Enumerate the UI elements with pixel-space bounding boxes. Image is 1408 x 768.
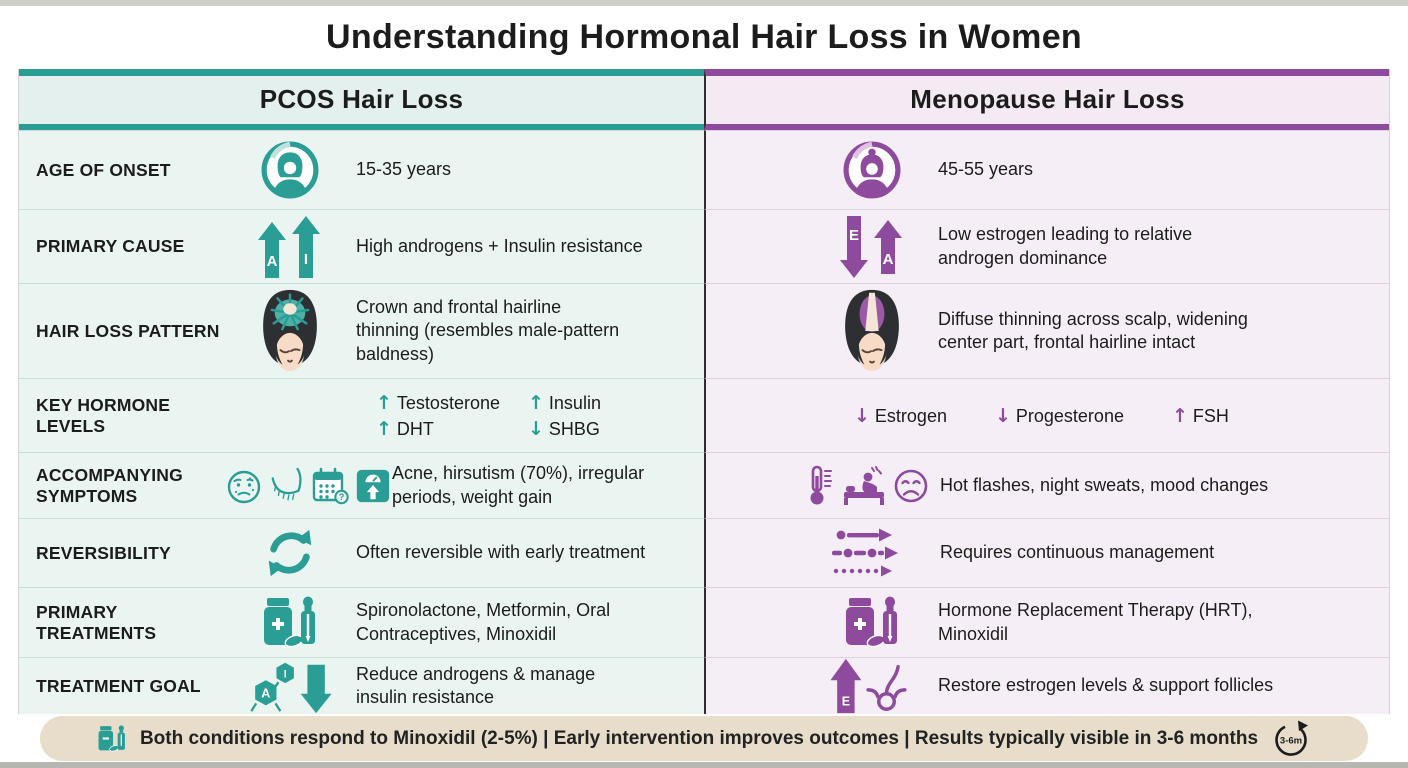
svg-text:A: A [883,251,894,268]
row-key-hormone-levels: KEY HORMONE LEVELS ↑ Testosterone ↑ Insuli… [19,378,1389,452]
up-arrow-icon: ↑ [376,391,392,414]
pcos-symptoms-text: Acne, hirsutism (70%), irregular periods… [392,463,645,507]
weight-scale-icon [356,469,390,502]
menopause-goal-text: Restore estrogen levels & support follic… [938,675,1274,696]
svg-text:A: A [267,253,278,270]
menopause-column-header: Menopause Hair Loss [704,69,1389,130]
pcos-reversibility-text: Often reversible with early treatment [356,542,646,563]
thermometer-icon [810,465,832,504]
hormone-item: ↓ Estrogen [854,404,947,427]
menopause-hormone-list: ↓ Estrogen ↓ Progesterone ↑ FSH [854,405,1229,427]
svg-text:A: A [261,687,270,701]
svg-text:?: ? [339,492,345,502]
hirsutism-chin-icon [271,467,302,500]
menopause-symptoms-text: Hot flashes, night sweats, mood changes [940,474,1269,495]
up-arrow-icon: ↑ [528,391,544,414]
reduce-androgens-arrow-icon: A I [224,657,356,715]
irregular-calendar-icon: ? [312,467,349,504]
row-label: HAIR LOSS PATTERN [36,320,220,341]
row-label: TREATMENT GOAL [36,675,201,696]
bottom-edge-strip [0,762,1408,768]
svg-text:E: E [849,227,859,244]
comparison-table: PCOS Hair Loss Menopause Hair Loss AGE O… [18,69,1390,714]
down-arrow-icon: ↓ [994,404,1011,427]
pcos-cause-text: High androgens + Insulin resistance [356,235,643,256]
menopause-pattern-text: Diffuse thinning across scalp, widening … [938,308,1248,352]
top-edge-strip [0,0,1408,6]
pcos-treatments-text: Spironolactone, Metformin, Oral Contrace… [356,600,611,644]
row-label: PRIMARY TREATMENTS [36,601,157,643]
svg-text:I: I [304,251,308,268]
footer-note: Both conditions respond to Minoxidil (2-… [40,716,1368,761]
svg-text:E: E [842,694,850,708]
row-reversibility: REVERSIBILITY Often reversible with earl… [19,518,1389,587]
hormone-item: ↑ Insulin [528,391,601,414]
page-title: Understanding Hormonal Hair Loss in Wome… [326,18,1082,56]
3-6-months-clock-icon: 3-6m [1275,720,1309,756]
pcos-goal-text: Reduce androgens & manage insulin resist… [356,663,596,707]
up-arrow-icon: ↑ [1171,404,1188,427]
hormone-item: ↑ Testosterone [376,391,500,414]
pcos-age-text: 15-35 years [356,159,452,180]
hormone-item: ↑ DHT [376,417,434,440]
up-arrow-icon: ↑ [376,417,392,440]
row-label: REVERSIBILITY [36,542,171,563]
woman-bun-circle-icon [806,141,938,199]
menopause-age-text: 45-55 years [938,159,1034,180]
hormone-item: ↑ FSH [1171,404,1229,427]
pcos-hormone-list: ↑ Testosterone ↑ Insulin ↑ DHT ↓ SHBG [376,392,601,440]
down-up-arrows-icon: E A [806,215,938,278]
hormone-item: ↓ SHBG [528,417,600,440]
column-headers: PCOS Hair Loss Menopause Hair Loss [19,69,1389,130]
row-treatment-goal: TREATMENT GOAL A I Reduce androgens & ma… [19,657,1389,714]
row-primary-cause: PRIMARY CAUSE A I High androgens + Insul… [19,209,1389,283]
row-label: PRIMARY CAUSE [36,236,185,256]
sad-face-icon [894,469,928,502]
medicine-bottle-dropper-icon [224,596,356,650]
down-arrow-icon: ↓ [528,417,544,440]
down-arrow-icon: ↓ [854,404,870,427]
svg-text:I: I [284,668,287,680]
menopause-cause-text: Low estrogen leading to relative androge… [938,224,1193,268]
row-label: AGE OF ONSET [36,159,171,180]
row-primary-treatments: PRIMARY TREATMENTS [19,587,1389,657]
row-accompanying-symptoms: ACCOMPANYING SYMPTOMS [19,452,1389,518]
medicine-bottle-dropper-icon [806,596,938,650]
double-up-arrows-icon: A I [224,215,356,278]
footer-text: Both conditions respond to Minoxidil (2-… [139,727,1259,749]
raise-estrogen-follicle-icon: E [806,657,938,715]
menopause-reversibility-text: Requires continuous management [940,542,1215,563]
acne-face-icon [227,470,261,503]
widening-part-scalp-icon [806,287,938,375]
crown-thinning-scalp-icon [224,287,356,375]
hormone-item: ↓ Progesterone [994,404,1124,427]
row-label: KEY HORMONE LEVELS [36,394,171,436]
menopause-treatments-text: Hormone Replacement Therapy (HRT), Minox… [938,600,1253,644]
pcos-pattern-text: Crown and frontal hairline thinning (res… [356,297,620,364]
refresh-arrows-icon [224,526,356,580]
pcos-column-header: PCOS Hair Loss [19,69,704,130]
row-label: ACCOMPANYING SYMPTOMS [36,464,183,506]
row-age-of-onset: AGE OF ONSET 15-35 years [19,130,1389,209]
night-sweats-bed-icon [844,465,884,505]
minoxidil-bottle-dropper-icon [98,724,125,752]
row-hair-loss-pattern: HAIR LOSS PATTERN [19,283,1389,378]
continuous-timeline-icon [794,526,940,580]
svg-text:3-6m: 3-6m [1280,735,1302,746]
woman-circle-icon [224,141,356,199]
